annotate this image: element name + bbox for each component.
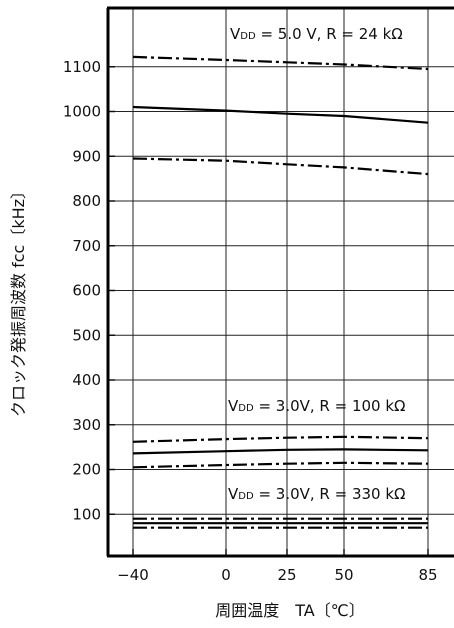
- y-axis-label: クロック発振周波数 fcc〔kHz〕: [9, 183, 28, 417]
- x-tick-label: 25: [277, 566, 296, 584]
- x-tick-labels: −40 0 25 50 85: [117, 566, 437, 584]
- y-tick-label: 1000: [63, 103, 101, 121]
- y-tick-label: 800: [72, 192, 101, 210]
- y-tick-label: 100: [72, 505, 101, 523]
- grid: [108, 8, 454, 556]
- y-tick-label: 700: [72, 237, 101, 255]
- x-tick-label: 0: [221, 566, 231, 584]
- y-tick-labels: 100 200 300 400 500 600 700 800 900 1000 1100: [63, 58, 101, 524]
- y-tick-label: 400: [72, 371, 101, 389]
- y-tick-label: 900: [72, 147, 101, 165]
- annotation-vdd5-r24k: VDD = 5.0 V, R = 24 kΩ: [230, 25, 403, 43]
- series-line-3: [132, 435, 429, 443]
- y-tick-label: 1100: [63, 58, 101, 76]
- annotation-vdd3-r330k: VDD = 3.0V, R = 330 kΩ: [228, 485, 406, 503]
- series-line-1: [132, 105, 429, 124]
- y-tick-label: 200: [72, 461, 101, 479]
- series-line-0: [132, 55, 429, 71]
- x-tick-label: 50: [334, 566, 353, 584]
- series-line-5: [132, 461, 429, 469]
- series-line-4: [132, 448, 429, 455]
- y-tick-label: 500: [72, 326, 101, 344]
- x-axis-label: 周囲温度 TA〔℃〕: [215, 601, 364, 620]
- annotation-vdd3-r100k: VDD = 3.0V, R = 100 kΩ: [228, 397, 406, 415]
- y-tick-label: 600: [72, 282, 101, 300]
- x-tick-label: −40: [117, 566, 149, 584]
- x-tick-label: 85: [418, 566, 437, 584]
- plot-frame: [106, 6, 454, 558]
- series-group: [132, 55, 429, 529]
- series-line-2: [132, 157, 429, 176]
- y-tick-label: 300: [72, 416, 101, 434]
